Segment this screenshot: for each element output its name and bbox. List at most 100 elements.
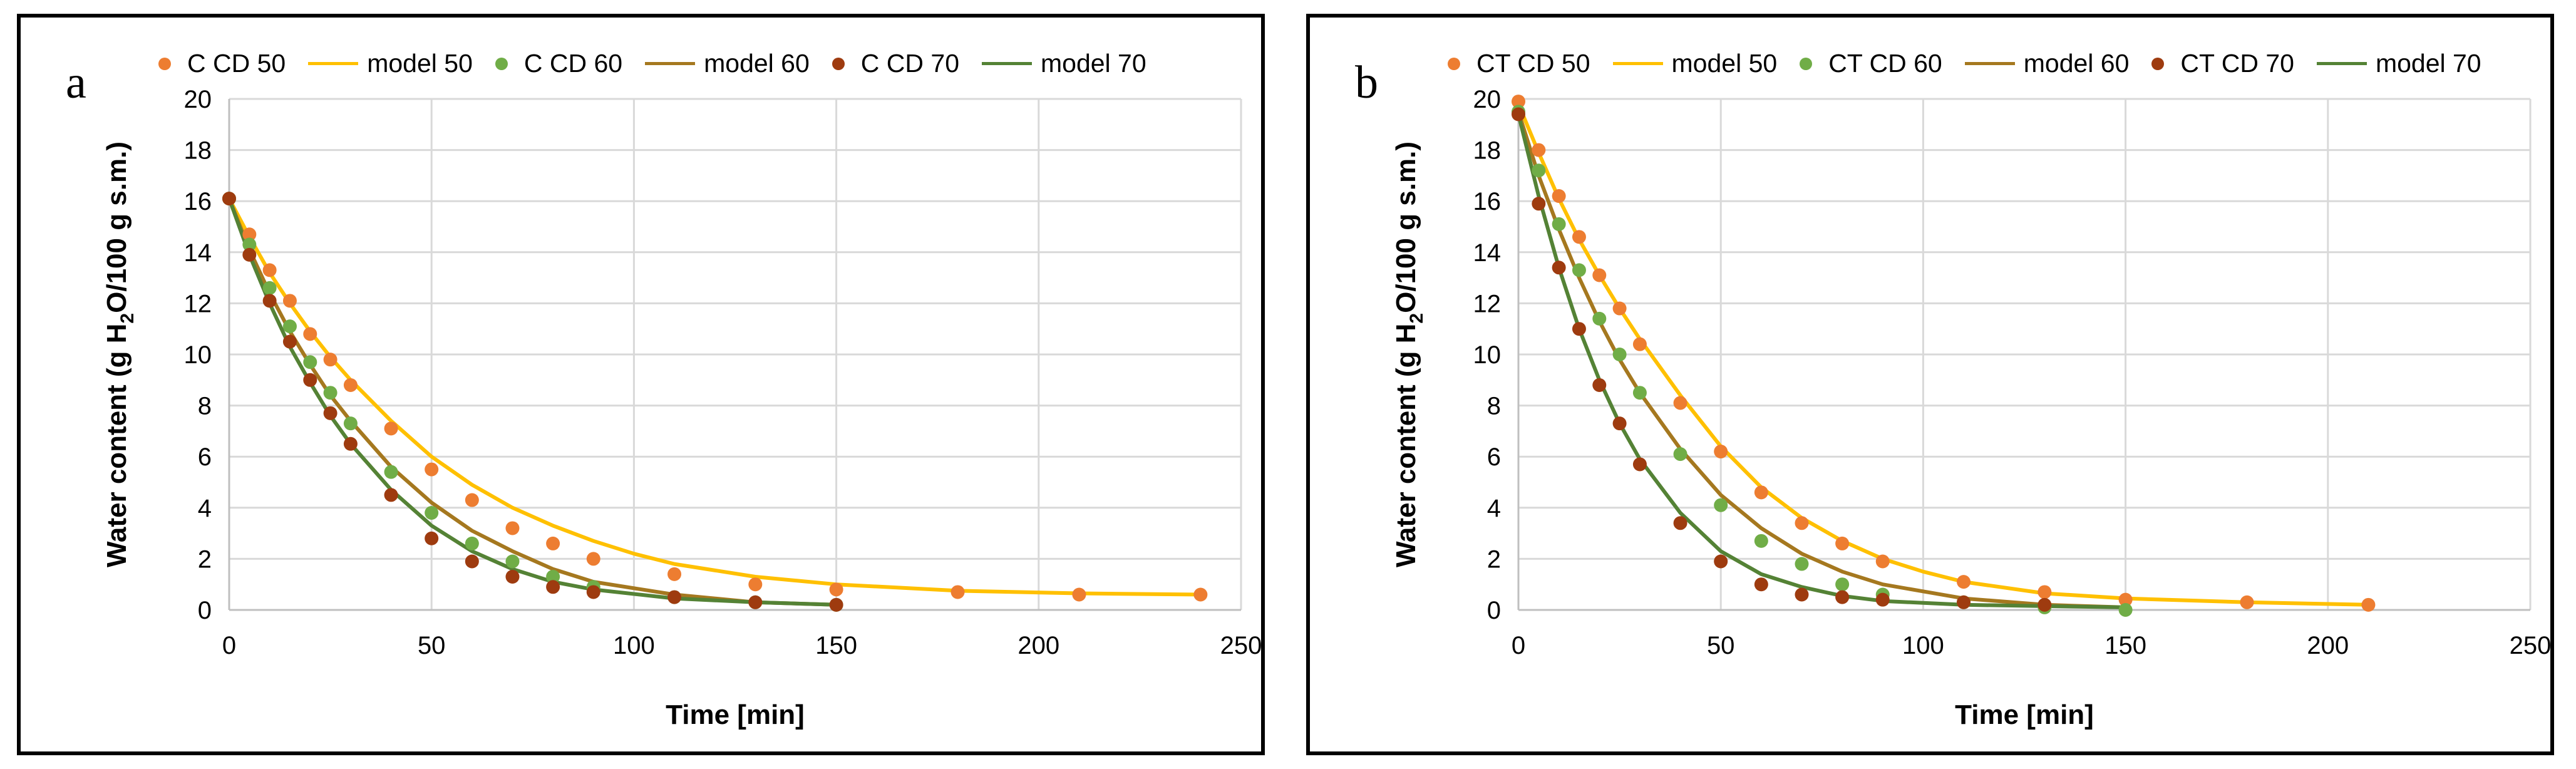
legend-marker-icon — [158, 57, 171, 70]
data-point — [465, 554, 479, 569]
x-axis-title: Time [min] — [1955, 699, 2094, 730]
data-point — [343, 436, 358, 451]
series-line-model-50 — [227, 197, 1203, 597]
data-point — [384, 465, 398, 479]
y-tick-label: 10 — [184, 341, 212, 369]
data-point — [1714, 445, 1728, 459]
series-c-cd-50 — [222, 192, 1208, 602]
y-tick-label: 14 — [1473, 239, 1502, 267]
data-point — [1632, 457, 1647, 472]
data-point — [1612, 301, 1627, 316]
legend-label: CT CD 60 — [1828, 49, 1942, 78]
series-line-model-60 — [1517, 110, 2128, 609]
data-point — [1612, 416, 1627, 431]
x-tick-label: 200 — [1018, 632, 1059, 659]
series-c-cd-60 — [222, 192, 843, 612]
legend-item: CT CD 70 — [2151, 49, 2294, 78]
data-point — [1592, 311, 1607, 326]
y-tick-label: 0 — [198, 597, 212, 624]
data-point — [1673, 447, 1687, 462]
legend-line-icon — [1612, 62, 1663, 65]
data-point — [262, 294, 277, 308]
data-point — [1795, 587, 1809, 602]
chart-panel-b: b CT CD 50 model 50 CT CD 60 model 60 CT CD … — [1306, 14, 2554, 755]
data-point — [1632, 337, 1647, 351]
data-point — [1714, 554, 1728, 569]
legend-item: model 50 — [1612, 49, 1777, 78]
data-point — [242, 237, 257, 252]
data-point — [282, 334, 297, 349]
data-point — [2240, 595, 2254, 609]
legend-item: CT CD 60 — [1800, 49, 1942, 78]
data-point — [1572, 322, 1586, 336]
y-tick-label: 14 — [184, 239, 212, 267]
x-tick-label: 250 — [2510, 632, 2550, 659]
legend-marker-icon — [1800, 57, 1813, 70]
data-point — [1835, 590, 1850, 604]
data-point — [2118, 603, 2133, 617]
data-point — [829, 582, 843, 597]
data-point — [323, 386, 337, 400]
x-tick-label: 0 — [1512, 632, 1525, 659]
series-line-model-70 — [1517, 112, 2128, 609]
data-point — [1572, 230, 1586, 244]
legend-label: C CD 70 — [860, 49, 959, 78]
legend-label: model 70 — [2375, 49, 2481, 78]
x-tick-label: 50 — [418, 632, 446, 659]
data-point — [1532, 163, 1546, 178]
y-tick-label: 12 — [1473, 290, 1502, 317]
data-point — [2118, 592, 2133, 607]
data-point — [1592, 268, 1607, 282]
grid — [228, 98, 1242, 611]
data-point — [222, 192, 236, 206]
x-tick-label: 100 — [1902, 632, 1944, 659]
legend-line-icon — [982, 62, 1032, 65]
data-point — [667, 567, 682, 581]
data-point — [505, 521, 520, 535]
data-point — [2038, 597, 2052, 612]
x-tick-label: 200 — [2307, 632, 2349, 659]
data-point — [282, 319, 297, 334]
data-point — [262, 281, 277, 295]
legend-item: model 70 — [2316, 49, 2481, 78]
legend-label: model 50 — [367, 49, 473, 78]
panel-label: a — [66, 57, 86, 108]
data-point — [1754, 534, 1768, 548]
panel-label: b — [1355, 57, 1378, 108]
data-point — [465, 536, 479, 550]
y-tick-label: 20 — [1473, 86, 1502, 113]
data-point — [1532, 197, 1546, 211]
y-tick-label: 2 — [1487, 545, 1501, 573]
y-tick-label: 4 — [198, 495, 212, 522]
data-point — [586, 585, 600, 599]
data-point — [303, 355, 317, 369]
data-point — [1512, 95, 1525, 109]
data-point — [546, 536, 560, 550]
legend-marker-icon — [2151, 57, 2165, 70]
legend-label: model 70 — [1041, 49, 1146, 78]
data-point — [384, 421, 398, 436]
y-tick-label: 16 — [184, 188, 212, 215]
series-ct-cd-60 — [1512, 105, 2133, 617]
y-tick-label: 0 — [1487, 597, 1501, 624]
data-point — [546, 569, 560, 584]
data-point — [323, 406, 337, 420]
y-tick-label: 2 — [198, 545, 212, 573]
data-point — [242, 227, 257, 242]
data-point — [505, 569, 520, 584]
chart-panel-a: a C CD 50 model 50 C CD 60 model 60 C CD 70 m… — [17, 14, 1265, 755]
data-point — [384, 488, 398, 502]
data-point — [262, 263, 277, 277]
data-point — [1957, 575, 1971, 589]
legend-label: model 60 — [2023, 49, 2130, 78]
data-point — [282, 294, 297, 308]
y-tick-label: 4 — [1487, 495, 1501, 522]
data-point — [425, 505, 439, 520]
legend-line-icon — [308, 62, 359, 65]
data-point — [1072, 587, 1086, 602]
series-ct-cd-70 — [1512, 107, 2052, 612]
legend-label: model 60 — [704, 49, 810, 78]
series-line-model-70 — [227, 197, 838, 607]
legend-line-icon — [2316, 62, 2367, 65]
